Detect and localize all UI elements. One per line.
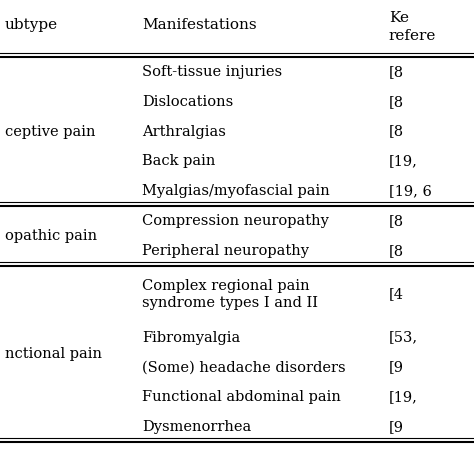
- Text: [8: [8: [389, 214, 404, 228]
- Text: Peripheral neuropathy: Peripheral neuropathy: [142, 244, 309, 258]
- Text: Fibromyalgia: Fibromyalgia: [142, 330, 240, 345]
- Text: ubtype: ubtype: [5, 18, 58, 32]
- Text: Arthralgias: Arthralgias: [142, 125, 226, 138]
- Text: [8: [8: [389, 65, 404, 79]
- Text: Functional abdominal pain: Functional abdominal pain: [142, 390, 341, 404]
- Text: Dysmenorrhea: Dysmenorrhea: [142, 420, 251, 434]
- Text: Soft-tissue injuries: Soft-tissue injuries: [142, 65, 283, 79]
- Text: [9: [9: [389, 420, 404, 434]
- Text: refere: refere: [389, 28, 436, 43]
- Text: Back pain: Back pain: [142, 155, 216, 168]
- Text: [8: [8: [389, 244, 404, 258]
- Text: [8: [8: [389, 125, 404, 138]
- Text: Dislocations: Dislocations: [142, 95, 234, 109]
- Text: [19,: [19,: [389, 155, 418, 168]
- Text: Compression neuropathy: Compression neuropathy: [142, 214, 329, 228]
- Text: Myalgias/myofascial pain: Myalgias/myofascial pain: [142, 184, 330, 198]
- Text: Manifestations: Manifestations: [142, 18, 257, 32]
- Text: opathic pain: opathic pain: [5, 229, 97, 243]
- Text: [9: [9: [389, 360, 404, 374]
- Text: nctional pain: nctional pain: [5, 347, 102, 361]
- Text: [53,: [53,: [389, 330, 418, 345]
- Text: [19,: [19,: [389, 390, 418, 404]
- Text: Complex regional pain
syndrome types I and II: Complex regional pain syndrome types I a…: [142, 279, 318, 310]
- Text: ceptive pain: ceptive pain: [5, 125, 95, 138]
- Text: (Some) headache disorders: (Some) headache disorders: [142, 360, 346, 374]
- Text: [8: [8: [389, 95, 404, 109]
- Text: [19, 6: [19, 6: [389, 184, 431, 198]
- Text: [4: [4: [389, 287, 404, 301]
- Text: Ke: Ke: [389, 10, 409, 25]
